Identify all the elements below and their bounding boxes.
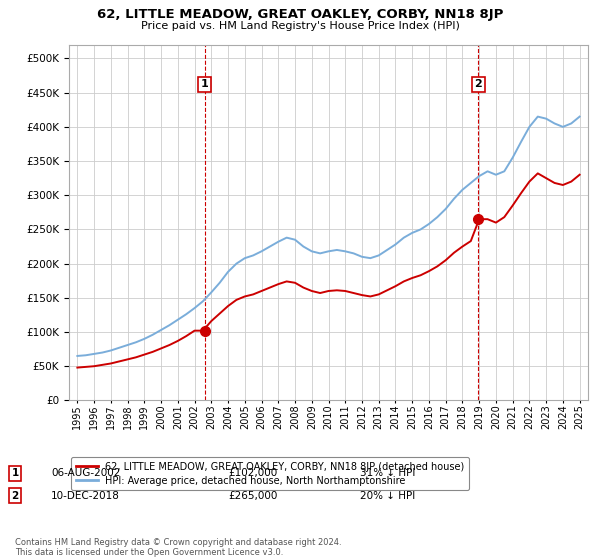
Text: £102,000: £102,000 [228,468,277,478]
Text: 31% ↓ HPI: 31% ↓ HPI [360,468,415,478]
Text: 06-AUG-2002: 06-AUG-2002 [51,468,121,478]
Text: £265,000: £265,000 [228,491,277,501]
Text: 20% ↓ HPI: 20% ↓ HPI [360,491,415,501]
Text: 2: 2 [11,491,19,501]
Text: 10-DEC-2018: 10-DEC-2018 [51,491,120,501]
Legend: 62, LITTLE MEADOW, GREAT OAKLEY, CORBY, NN18 8JP (detached house), HPI: Average : 62, LITTLE MEADOW, GREAT OAKLEY, CORBY, … [71,457,469,491]
Text: Price paid vs. HM Land Registry's House Price Index (HPI): Price paid vs. HM Land Registry's House … [140,21,460,31]
Text: 62, LITTLE MEADOW, GREAT OAKLEY, CORBY, NN18 8JP: 62, LITTLE MEADOW, GREAT OAKLEY, CORBY, … [97,8,503,21]
Text: 2: 2 [475,80,482,90]
Text: Contains HM Land Registry data © Crown copyright and database right 2024.
This d: Contains HM Land Registry data © Crown c… [15,538,341,557]
Text: 1: 1 [11,468,19,478]
Text: 1: 1 [201,80,208,90]
